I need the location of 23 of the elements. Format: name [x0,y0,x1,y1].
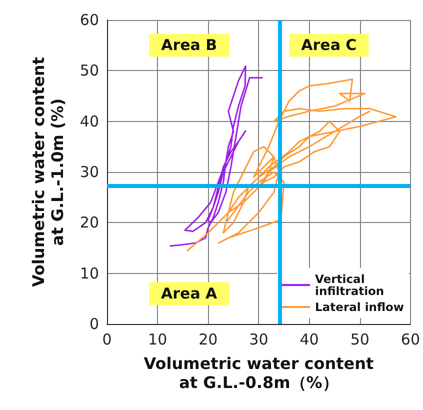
legend-label: Lateral inflow [315,300,404,314]
annotation: Area B [161,36,218,54]
legend-label: Vertical infiltration [315,272,384,298]
annotation: Area A [161,284,218,303]
x-tick-label: 60 [400,330,420,348]
y-tick-label: 0 [89,315,99,333]
y-tick-label: 40 [80,112,99,130]
line-series [186,78,397,252]
y-tick-label: 10 [80,264,99,282]
annotation: Area C [301,36,357,54]
y-tick-label: 20 [80,214,99,232]
y-tick-label: 60 [80,11,99,29]
y-tick-label: 50 [80,62,99,80]
x-tick-label: 20 [198,330,218,348]
x-tick-label: 50 [350,330,370,348]
line-series [168,65,264,247]
y-tick-label: 30 [80,163,99,181]
x-tick-label: 10 [148,330,168,348]
x-tick-label: 40 [300,330,319,348]
x-tick-label: 30 [249,330,268,348]
x-tick-label: 0 [102,330,112,348]
x-axis-title: Volumetric water content at G.L.-0.8m（%） [144,354,374,392]
y-axis-title: Volumetric water content at G.L.-1.0m (%) [29,56,67,287]
